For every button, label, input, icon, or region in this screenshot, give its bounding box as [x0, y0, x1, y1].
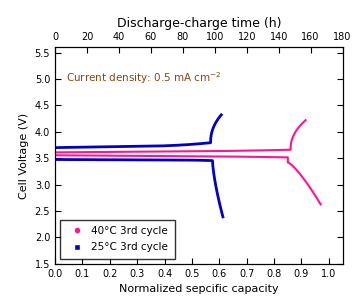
Legend: 40°C 3rd cycle, 25°C 3rd cycle: 40°C 3rd cycle, 25°C 3rd cycle — [60, 220, 175, 259]
X-axis label: Normalized sepcific capacity: Normalized sepcific capacity — [119, 284, 279, 294]
Text: Current density: 0.5 mA cm$^{-2}$: Current density: 0.5 mA cm$^{-2}$ — [66, 70, 222, 86]
Y-axis label: Cell Voltage (V): Cell Voltage (V) — [19, 113, 29, 199]
X-axis label: Discharge-charge time (h): Discharge-charge time (h) — [116, 17, 281, 30]
